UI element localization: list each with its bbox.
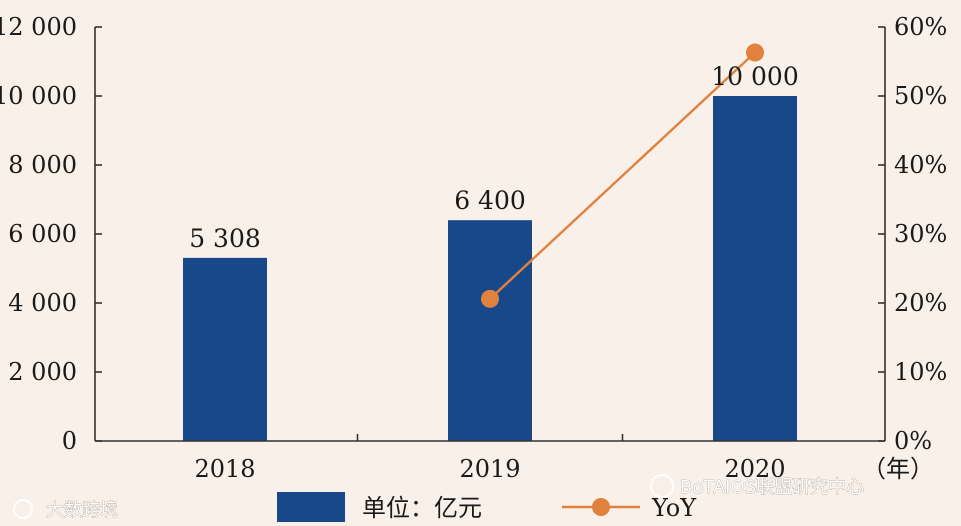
y-left-tick-label: 2 000	[8, 358, 77, 386]
watermark-right: BoTAIOS联盟研究中心	[680, 477, 864, 498]
data-label-2020: 10 000	[711, 62, 798, 91]
legend-line-marker	[592, 498, 610, 516]
y-right-tick-label: 30%	[894, 220, 947, 248]
bar-2018	[183, 257, 267, 441]
y-left-tick-label: 0	[62, 427, 77, 455]
legend-line-label: YoY	[651, 494, 697, 522]
data-label-2019: 6 400	[454, 186, 526, 215]
y-right-tick-label: 40%	[894, 151, 947, 179]
labels-layer: 5 308 6 400 10 000	[189, 62, 799, 253]
bar-2019	[448, 220, 532, 441]
bars-layer	[183, 96, 797, 441]
legend-bar-label: 单位：亿元	[362, 494, 482, 522]
y-left-tick-label: 6 000	[8, 220, 77, 248]
data-label-2018: 5 308	[189, 224, 261, 253]
y-left-tick-label: 8 000	[8, 151, 77, 179]
yoy-point-2019	[481, 289, 499, 308]
y-right-tick-label: 20%	[894, 289, 947, 317]
y-right-tick-label: 0%	[894, 427, 932, 455]
legend-bar-swatch	[277, 492, 345, 522]
x-tick-label-2018: 2018	[194, 455, 255, 483]
watermark-left-logo	[13, 499, 33, 519]
x-tick-label-2019: 2019	[459, 455, 520, 483]
legend: 单位：亿元 YoY	[277, 492, 697, 522]
yoy-line	[489, 51, 756, 300]
y-right-tick-label: 10%	[894, 358, 947, 386]
yoy-point-2020	[746, 43, 764, 62]
line-layer	[481, 43, 764, 308]
bar-2020	[713, 96, 797, 441]
x-tick-label-2020: 2020	[724, 455, 785, 483]
wechat-icon	[650, 474, 674, 498]
y-left-tick-label: 12 000	[0, 13, 77, 41]
y-right-tick-label: 50%	[894, 82, 947, 110]
axes-layer: 0 2 000 4 000 6 000 8 000 10 000 12 000 0% 10% 20…	[0, 13, 947, 483]
watermark-layer: 大数跨境 BoTAIOS联盟研究中心	[13, 474, 864, 521]
y-right-tick-label: 60%	[894, 13, 947, 41]
y-left-tick-label: 10 000	[0, 82, 77, 110]
watermark-left: 大数跨境	[46, 500, 118, 521]
x-unit-label: （年）	[862, 455, 934, 483]
y-left-tick-label: 4 000	[8, 289, 77, 317]
